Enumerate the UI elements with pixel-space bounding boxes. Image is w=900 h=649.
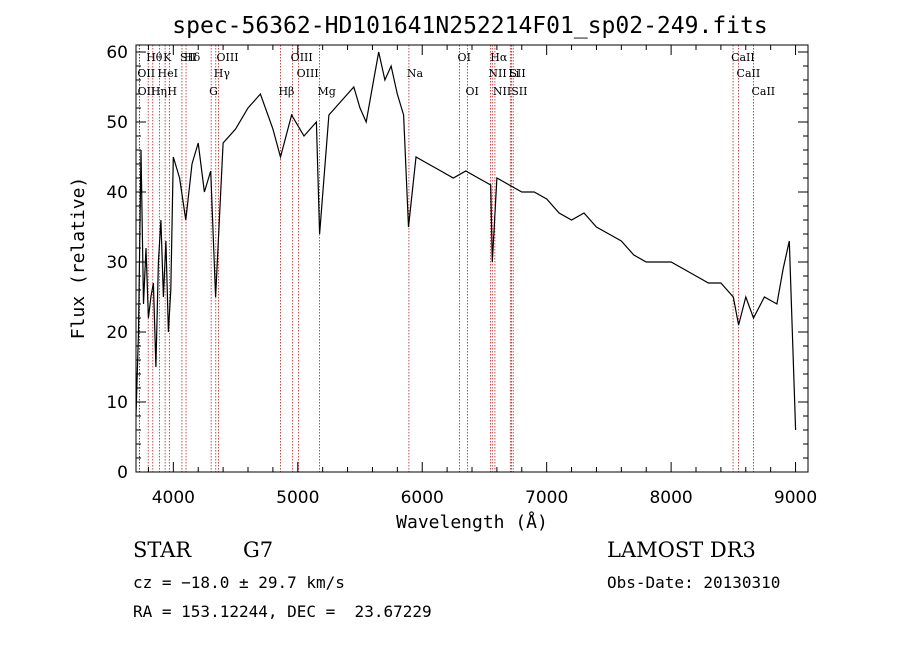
line-label-oiii-0-3: OIII — [217, 51, 239, 64]
line-label-caii-1-8: CaII — [737, 67, 761, 80]
object-type: STAR — [133, 538, 192, 562]
y-tick-label: 40 — [106, 183, 128, 203]
y-tick-label: 50 — [106, 113, 128, 133]
x-tick-label: 6000 — [401, 488, 444, 508]
redshift-value: cz = −18.0 ± 29.7 km/s — [133, 573, 345, 592]
x-tick-label: 9000 — [774, 488, 817, 508]
line-label-nii-1-6: NII — [488, 67, 506, 80]
line-label-h-2-2: H — [167, 85, 177, 98]
y-tick-label: 30 — [106, 253, 128, 273]
line-label-oi-2-6: OI — [466, 85, 479, 98]
line-label-mg-2-5: Mg — [318, 85, 336, 98]
line-label-li-1-7: Li — [508, 67, 519, 80]
line-label-oiii-1-4: OIII — [297, 67, 319, 80]
line-label-sii-0-7: SII — [180, 51, 196, 64]
line-label-oiii-0-4: OIII — [291, 51, 313, 64]
line-label-g-2-3: G — [209, 85, 218, 98]
x-tick-label: 7000 — [525, 488, 568, 508]
y-axis: 0 10 20 30 40 50 60 — [106, 43, 808, 483]
line-label-hη-2-1: Hη — [151, 85, 167, 98]
survey-name: LAMOST DR3 — [607, 538, 756, 562]
line-label-hδ-0-2: Hδ — [184, 51, 201, 64]
line-label-k-0-1: K — [163, 51, 172, 64]
spectral-subclass: G7 — [243, 538, 274, 562]
line-label-na-1-5: Na — [407, 67, 424, 80]
x-tick-label: 4000 — [152, 488, 195, 508]
line-label-hei-1-1: HeI — [158, 67, 178, 80]
line-label-hθ-0-0: Hθ — [146, 51, 163, 64]
x-axis-label: Wavelength (Å) — [396, 511, 548, 533]
line-label-hγ-1-3: Hγ — [214, 67, 231, 80]
line-label-sii-1-2: SII — [509, 67, 525, 80]
y-tick-label: 20 — [106, 323, 128, 343]
line-label-hα-0-6: Hα — [490, 51, 508, 64]
spectral-line-markers — [138, 45, 754, 472]
line-label-caii-0-8: CaII — [731, 51, 755, 64]
y-tick-label: 60 — [106, 43, 128, 63]
line-label-sii-2-8: SII — [511, 85, 527, 98]
line-label-nii-2-7: NII — [493, 85, 511, 98]
x-tick-label: 5000 — [276, 488, 319, 508]
observation-date: Obs-Date: 20130310 — [607, 573, 781, 592]
plot-frame — [135, 44, 809, 473]
y-tick-label: 0 — [117, 463, 128, 483]
line-label-caii-2-9: CaII — [751, 85, 775, 98]
line-label-hβ-2-4: Hβ — [278, 85, 294, 98]
line-label-oii-1-0: OII — [137, 67, 155, 80]
y-axis-label: Flux (relative) — [68, 177, 89, 340]
sky-coordinates: RA = 153.12244, DEC = 23.67229 — [133, 602, 432, 621]
y-tick-label: 10 — [106, 393, 128, 413]
x-axis: 4000 5000 6000 7000 8000 9000 — [147, 45, 817, 508]
spectrum-line — [135, 51, 797, 431]
chart-title: spec-56362-HD101641N252214F01_sp02-249.f… — [172, 13, 767, 39]
line-label-oii-2-0: OII — [138, 85, 156, 98]
line-label-oi-0-5: OI — [458, 51, 471, 64]
x-tick-label: 8000 — [649, 488, 692, 508]
